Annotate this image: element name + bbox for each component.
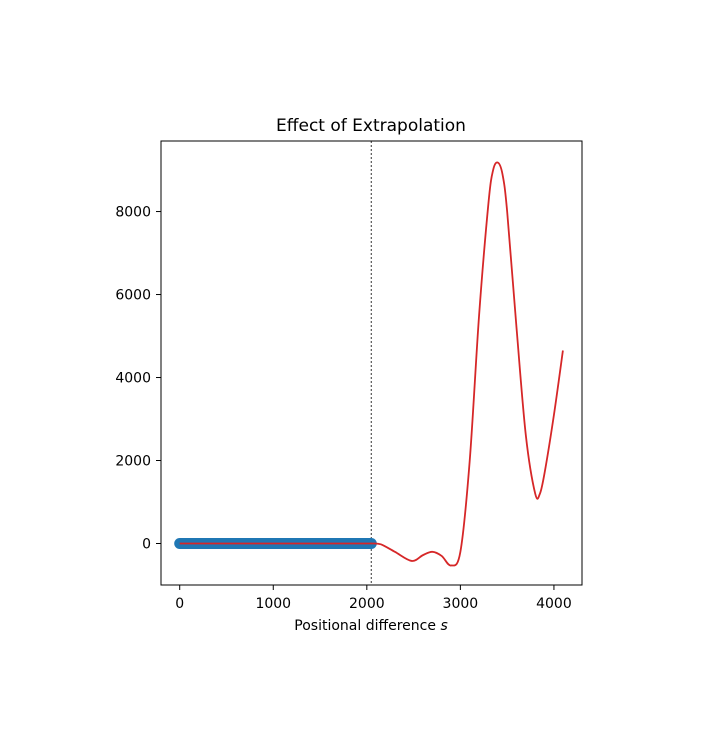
y-tick-label: 2000 <box>115 454 151 470</box>
y-tick-label: 8000 <box>115 205 151 221</box>
y-tick-label: 4000 <box>115 371 151 387</box>
x-tick-label: 1000 <box>255 596 291 612</box>
x-tick-label: 4000 <box>536 596 572 612</box>
y-tick-label: 6000 <box>115 288 151 304</box>
x-axis: 0 1000 2000 3000 4000 <box>175 585 572 612</box>
series-1-line <box>179 161 564 567</box>
x-tick-label: 3000 <box>443 596 479 612</box>
y-axis: 0 2000 4000 6000 8000 <box>115 205 161 553</box>
x-tick-label: 2000 <box>349 596 385 612</box>
x-tick-label: 0 <box>175 596 184 612</box>
y-tick-label: 0 <box>142 537 151 553</box>
x-axis-label-variable: s <box>440 618 447 634</box>
x-axis-label: Positional difference s <box>294 618 447 634</box>
chart-title: Effect of Extrapolation <box>276 116 466 136</box>
axes-frame <box>160 140 583 586</box>
x-axis-label-text: Positional difference <box>294 618 436 634</box>
plot-area <box>174 141 564 585</box>
